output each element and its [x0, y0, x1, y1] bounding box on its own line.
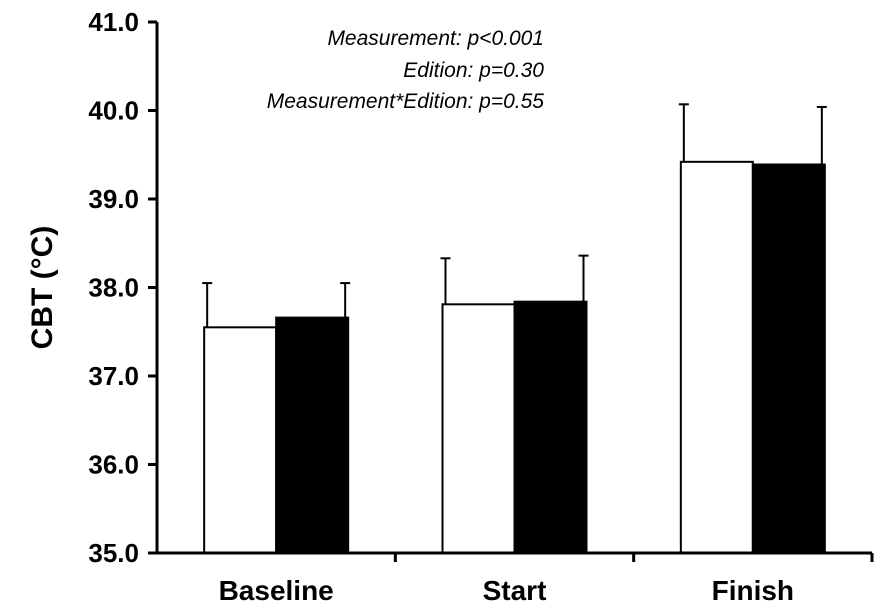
- bars-layer: [203, 160, 826, 555]
- error-bars-layer: [202, 103, 827, 328]
- y-tick-label: 36.0: [88, 450, 139, 480]
- x-ticks-layer: Baseline Start Finish: [219, 553, 874, 606]
- bar: [513, 300, 588, 554]
- x-category-label: Baseline: [219, 575, 334, 606]
- bar: [679, 160, 754, 555]
- bar: [441, 303, 516, 554]
- annotations-layer: Measurement: p<0.001 Edition: p=0.30 Measu…: [267, 27, 545, 113]
- stat-annotation: Measurement*Edition: p=0.55: [267, 90, 545, 113]
- bar: [203, 326, 278, 555]
- bar: [275, 316, 350, 554]
- y-tick-label: 37.0: [88, 361, 139, 391]
- y-tick-label: 40.0: [88, 96, 139, 126]
- x-category-label: Finish: [712, 575, 794, 606]
- stat-annotation: Measurement: p<0.001: [327, 27, 544, 50]
- stat-annotation: Edition: p=0.30: [403, 59, 544, 82]
- y-tick-label: 35.0: [88, 538, 139, 568]
- y-tick-label: 38.0: [88, 273, 139, 303]
- y-ticks-layer: 35.0 36.0 37.0 38.0 39.0 40.0 41.0: [88, 7, 157, 568]
- x-category-label: Start: [483, 575, 547, 606]
- y-tick-label: 39.0: [88, 184, 139, 214]
- bar: [751, 163, 826, 555]
- y-tick-label: 41.0: [88, 7, 139, 37]
- y-axis-title: CBT (°C): [26, 226, 59, 350]
